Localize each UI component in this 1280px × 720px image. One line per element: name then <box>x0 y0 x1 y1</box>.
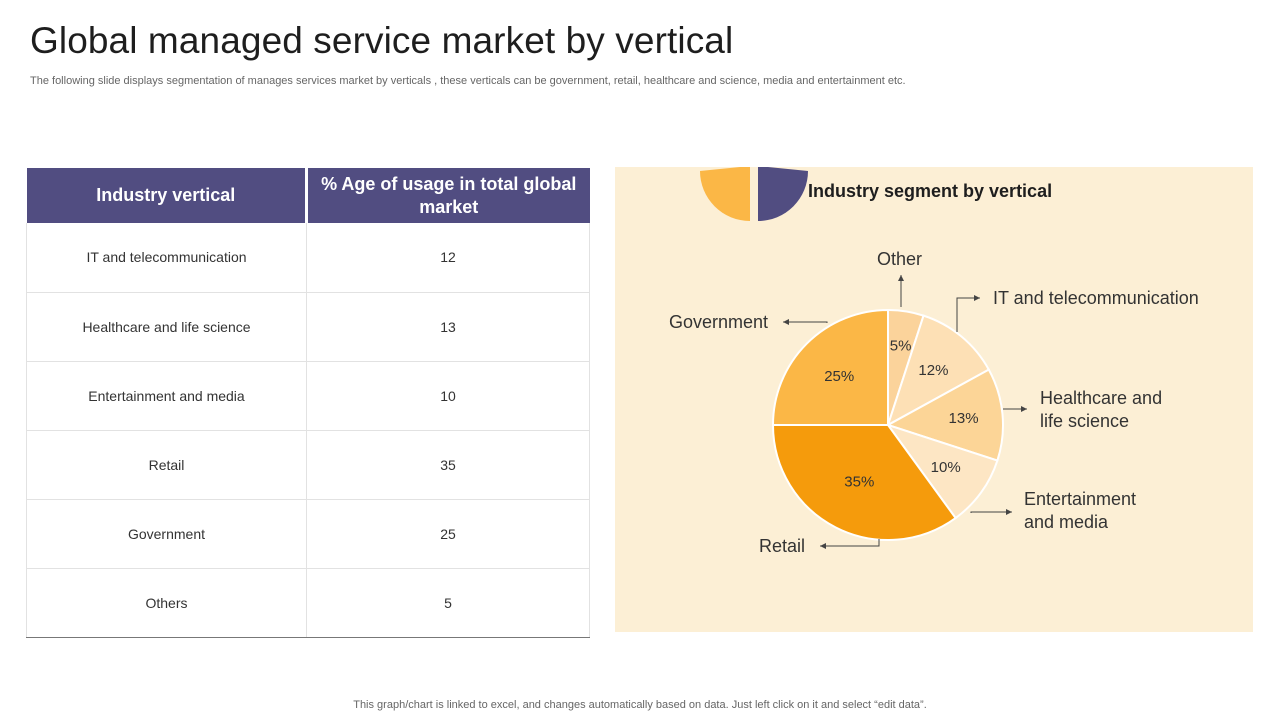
callout-arrow-retail <box>820 543 826 549</box>
pie-chart-icon <box>700 167 808 221</box>
callout-label-entertainment-and-media: Entertainment and media <box>1024 489 1136 532</box>
data-label-healthcare-and-life-science: 13% <box>949 410 979 427</box>
pie-slice-it-and-telecommunication <box>886 314 991 428</box>
callout-arrow-entertainment-and-media <box>1006 509 1012 515</box>
pie-slice-healthcare-and-life-science <box>885 368 1004 462</box>
pie-icon-right-half <box>758 167 808 221</box>
table-row: Others 5 <box>26 568 590 638</box>
footer-note: This graph/chart is linked to excel, and… <box>353 699 927 711</box>
chart-panel: Industry segment by vertical 5% 12% 13% 10%… <box>615 167 1253 632</box>
page-subtitle: The following slide displays segmentatio… <box>30 75 906 87</box>
data-label-retail: 35% <box>844 473 874 490</box>
callout-line-retail <box>820 539 880 547</box>
chart-title: Industry segment by vertical <box>808 181 1052 201</box>
table-row: Retail 35 <box>26 430 590 500</box>
pie-slice-entertainment-and-media <box>885 423 999 520</box>
callout-label-government: Government <box>669 312 768 332</box>
pie-icon-left-half <box>700 167 750 221</box>
callout-label-retail: Retail <box>759 536 805 556</box>
table-row: Healthcare and life science 13 <box>26 292 590 362</box>
table-cell-usage: 12 <box>306 223 590 293</box>
table-cell-usage: 35 <box>306 430 590 500</box>
data-label-government: 25% <box>824 368 854 385</box>
data-label-it-and-telecommunication: 12% <box>918 362 948 379</box>
callout-label-healthcare-and-life-science: Healthcare and life science <box>1040 388 1162 431</box>
callout-line-it-and-telecommunication <box>956 297 980 332</box>
table-row: Entertainment and media 10 <box>26 361 590 431</box>
table-cell-vertical: Healthcare and life science <box>26 292 307 362</box>
table-cell-vertical: Others <box>26 568 307 638</box>
page-title: Global managed service market by vertica… <box>30 20 734 61</box>
table-cell-usage: 10 <box>306 361 590 431</box>
table-cell-usage: 5 <box>306 568 590 638</box>
data-label-entertainment-and-media: 10% <box>931 459 961 476</box>
pie-slice-government <box>771 308 889 426</box>
vertical-usage-table: Industry vertical % Age of usage in tota… <box>26 168 590 638</box>
callout-line-entertainment-and-media <box>970 511 1012 513</box>
table-header-row: Industry vertical % Age of usage in tota… <box>26 168 590 223</box>
table-row: IT and telecommunication 12 <box>26 223 590 293</box>
table-cell-usage: 13 <box>306 292 590 362</box>
table-cell-vertical: IT and telecommunication <box>26 223 307 293</box>
pie-slice-retail <box>771 424 957 541</box>
callout-arrow-healthcare-and-life-science <box>1021 406 1027 412</box>
callout-label-other: Other <box>877 249 922 269</box>
column-header-usage-percent: % Age of usage in total global market <box>306 168 590 223</box>
callout-arrow-it-and-telecommunication <box>974 295 980 301</box>
table-cell-vertical: Retail <box>26 430 307 500</box>
data-label-other: 5% <box>890 337 912 354</box>
callout-line-government <box>783 321 828 323</box>
callout-arrow-government <box>783 319 789 325</box>
table-cell-usage: 25 <box>306 499 590 569</box>
table-row: Government 25 <box>26 499 590 569</box>
pie-chart: Industry segment by vertical 5% 12% 13% 10%… <box>669 167 1199 556</box>
table-cell-vertical: Government <box>26 499 307 569</box>
column-header-industry-vertical: Industry vertical <box>26 168 308 223</box>
table-cell-vertical: Entertainment and media <box>26 361 307 431</box>
callout-label-it-and-telecommunication: IT and telecommunication <box>993 288 1199 308</box>
callout-arrow-other <box>898 275 904 281</box>
